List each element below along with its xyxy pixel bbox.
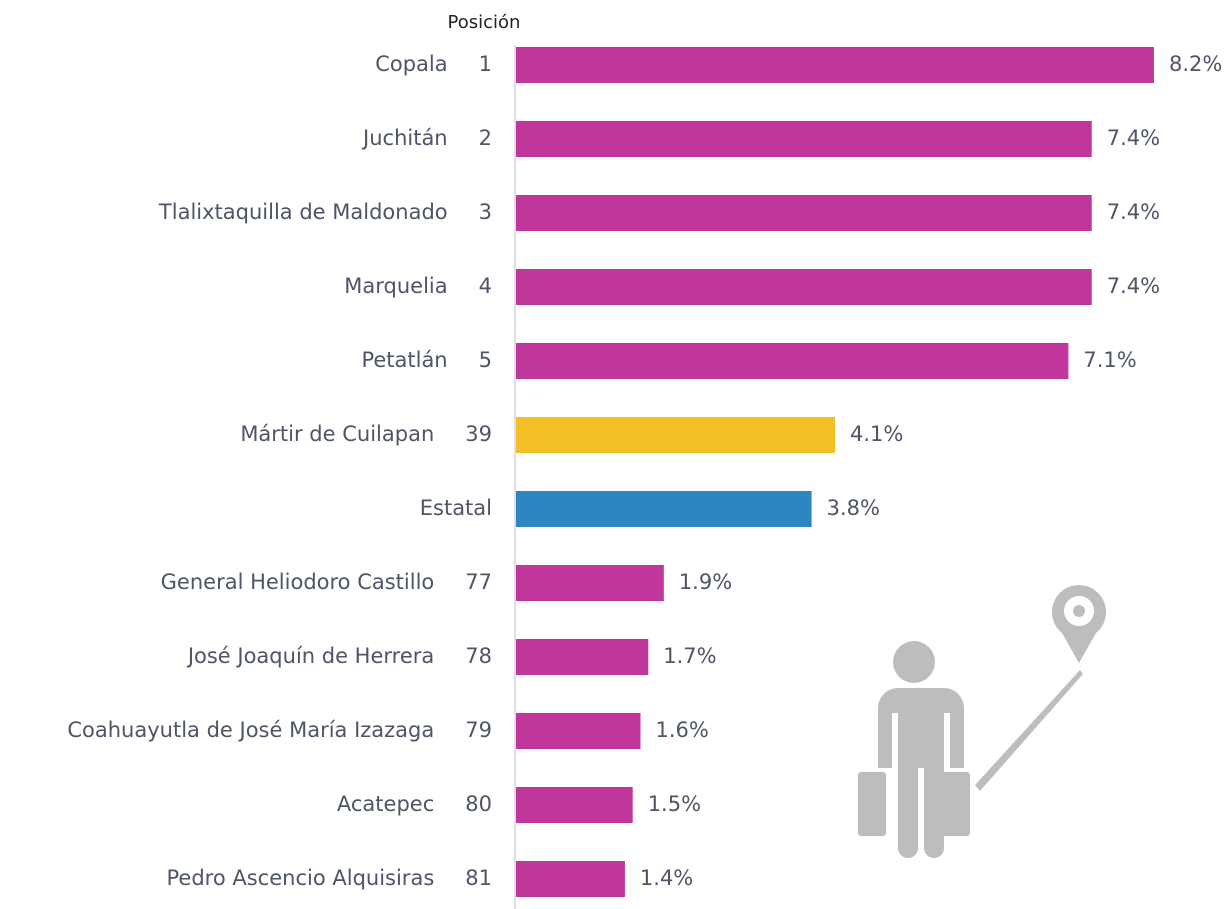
category-label: Coahuayutla de José María Izazaga [67, 718, 434, 742]
position-label: 39 [465, 422, 492, 446]
bar [516, 47, 1154, 83]
value-label: 1.5% [648, 792, 701, 816]
category-label: Juchitán [361, 126, 448, 150]
position-label: 3 [479, 200, 492, 224]
bar [516, 269, 1092, 305]
bar [516, 417, 835, 453]
position-label: 78 [465, 644, 492, 668]
position-label: 1 [479, 52, 492, 76]
bar [516, 121, 1092, 157]
category-label: Marquelia [344, 274, 447, 298]
bar [516, 491, 812, 527]
value-label: 1.6% [655, 718, 708, 742]
value-label: 7.4% [1107, 200, 1160, 224]
value-label: 7.4% [1107, 274, 1160, 298]
category-label: Copala [375, 52, 447, 76]
value-label: 1.4% [640, 866, 693, 890]
category-label: Pedro Ascencio Alquisiras [167, 866, 435, 890]
value-label: 3.8% [827, 496, 880, 520]
bar [516, 343, 1069, 379]
value-label: 1.9% [679, 570, 732, 594]
position-label: 2 [479, 126, 492, 150]
position-label: 80 [465, 792, 492, 816]
value-label: 7.4% [1107, 126, 1160, 150]
bar [516, 787, 633, 823]
bar [516, 861, 625, 897]
category-label: Tlalixtaquilla de Maldonado [158, 200, 448, 224]
position-label: 77 [465, 570, 492, 594]
bar [516, 565, 664, 601]
category-label: Acatepec [337, 792, 434, 816]
category-label: General Heliodoro Castillo [161, 570, 435, 594]
category-label: Mártir de Cuilapan [240, 422, 434, 446]
bar [516, 713, 641, 749]
category-label: Estatal [420, 496, 492, 520]
traveler-icon [858, 585, 1107, 858]
bar [516, 639, 649, 675]
position-header: Posición [448, 12, 521, 33]
position-label: 4 [479, 274, 492, 298]
category-label: José Joaquín de Herrera [186, 644, 434, 668]
position-label: 81 [465, 866, 492, 890]
position-label: 5 [479, 348, 492, 372]
category-label: Petatlán [361, 348, 447, 372]
value-label: 7.1% [1083, 348, 1136, 372]
value-label: 8.2% [1169, 52, 1222, 76]
value-label: 1.7% [663, 644, 716, 668]
bar [516, 195, 1092, 231]
position-label: 79 [465, 718, 492, 742]
value-label: 4.1% [850, 422, 903, 446]
